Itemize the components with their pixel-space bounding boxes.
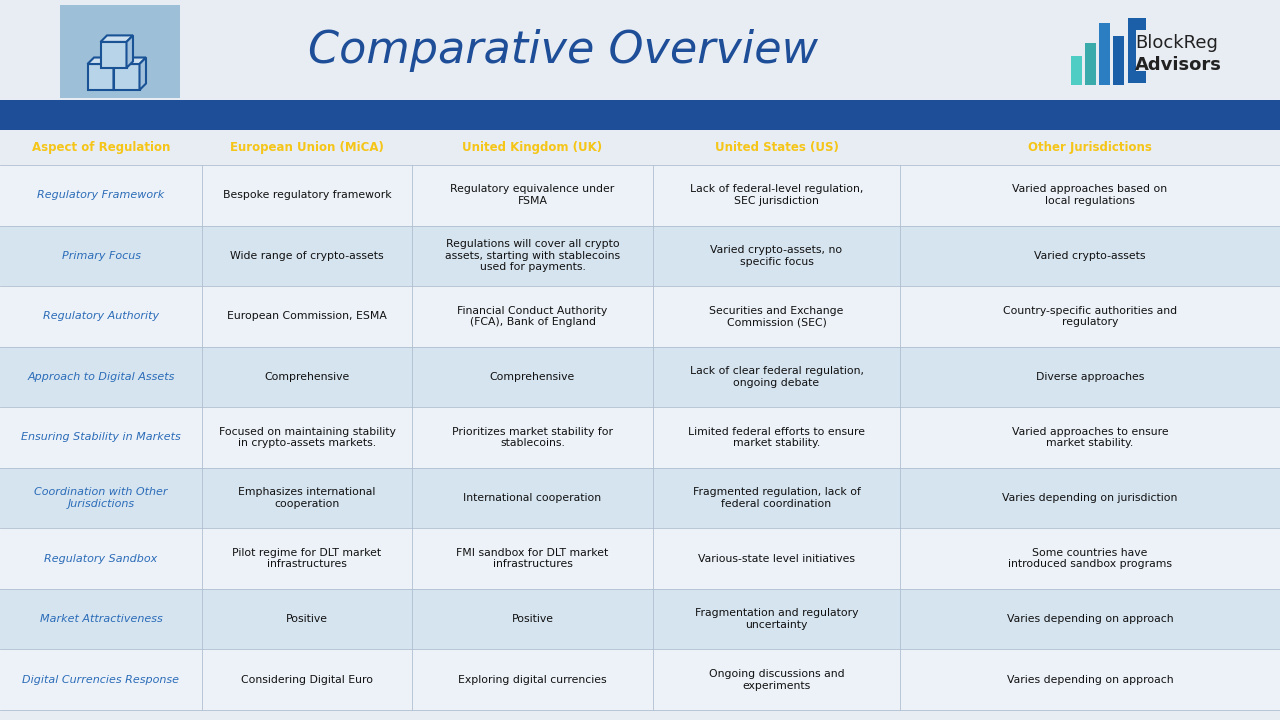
Bar — [1098, 23, 1110, 85]
Bar — [0, 100, 1280, 130]
Text: Regulatory Framework: Regulatory Framework — [37, 190, 165, 200]
Text: Aspect of Regulation: Aspect of Regulation — [32, 141, 170, 154]
Bar — [0, 589, 1280, 649]
Bar — [0, 346, 1280, 408]
Bar — [0, 649, 1280, 710]
Text: Lack of clear federal regulation,
ongoing debate: Lack of clear federal regulation, ongoin… — [690, 366, 864, 388]
Text: Fragmentation and regulatory
uncertainty: Fragmentation and regulatory uncertainty — [695, 608, 859, 630]
Text: Considering Digital Euro: Considering Digital Euro — [241, 675, 372, 685]
Text: Some countries have
introduced sandbox programs: Some countries have introduced sandbox p… — [1009, 548, 1172, 570]
Text: Other Jurisdictions: Other Jurisdictions — [1028, 141, 1152, 154]
Text: Coordination with Other
Jurisdictions: Coordination with Other Jurisdictions — [35, 487, 168, 509]
Bar — [0, 528, 1280, 589]
Text: Securities and Exchange
Commission (SEC): Securities and Exchange Commission (SEC) — [709, 305, 844, 327]
Polygon shape — [87, 58, 120, 64]
Bar — [1112, 36, 1124, 85]
Text: Pilot regime for DLT market
infrastructures: Pilot regime for DLT market infrastructu… — [233, 548, 381, 570]
Text: Advisors: Advisors — [1135, 55, 1222, 73]
Text: Regulatory equivalence under
FSMA: Regulatory equivalence under FSMA — [451, 184, 614, 206]
Text: Limited federal efforts to ensure
market stability.: Limited federal efforts to ensure market… — [689, 427, 865, 449]
Text: European Union (MiCA): European Union (MiCA) — [230, 141, 384, 154]
Text: Varies depending on approach: Varies depending on approach — [1006, 675, 1174, 685]
Polygon shape — [114, 58, 120, 90]
Text: Approach to Digital Assets: Approach to Digital Assets — [27, 372, 174, 382]
Text: Financial Conduct Authority
(FCA), Bank of England: Financial Conduct Authority (FCA), Bank … — [457, 305, 608, 327]
Bar — [0, 225, 1280, 286]
Text: Regulations will cover all crypto
assets, starting with stablecoins
used for pay: Regulations will cover all crypto assets… — [445, 239, 620, 272]
Text: Bespoke regulatory framework: Bespoke regulatory framework — [223, 190, 392, 200]
Bar — [1128, 71, 1146, 83]
Text: Wide range of crypto-assets: Wide range of crypto-assets — [230, 251, 384, 261]
Text: FMI sandbox for DLT market
infrastructures: FMI sandbox for DLT market infrastructur… — [457, 548, 608, 570]
Text: Exploring digital currencies: Exploring digital currencies — [458, 675, 607, 685]
Bar — [1070, 55, 1082, 85]
Text: Positive: Positive — [512, 614, 553, 624]
Text: Varied approaches to ensure
market stability.: Varied approaches to ensure market stabi… — [1011, 427, 1169, 449]
Polygon shape — [101, 42, 127, 68]
Bar — [0, 165, 1280, 225]
Text: Prioritizes market stability for
stablecoins.: Prioritizes market stability for stablec… — [452, 427, 613, 449]
Polygon shape — [127, 35, 133, 68]
Bar — [0, 408, 1280, 468]
Text: Varies depending on approach: Varies depending on approach — [1006, 614, 1174, 624]
Text: Comprehensive: Comprehensive — [265, 372, 349, 382]
Text: Lack of federal-level regulation,
SEC jurisdiction: Lack of federal-level regulation, SEC ju… — [690, 184, 863, 206]
Text: Emphasizes international
cooperation: Emphasizes international cooperation — [238, 487, 376, 509]
Polygon shape — [140, 58, 146, 90]
Polygon shape — [87, 64, 114, 90]
Bar — [1128, 17, 1146, 30]
Text: Positive: Positive — [285, 614, 328, 624]
Polygon shape — [101, 35, 133, 42]
Text: United Kingdom (UK): United Kingdom (UK) — [462, 141, 603, 154]
Text: Comprehensive: Comprehensive — [490, 372, 575, 382]
Text: Country-specific authorities and
regulatory: Country-specific authorities and regulat… — [1004, 305, 1178, 327]
Bar — [1128, 17, 1135, 83]
Bar — [60, 5, 180, 98]
Text: Comparative Overview: Comparative Overview — [308, 29, 818, 71]
Text: Regulatory Sandbox: Regulatory Sandbox — [45, 554, 157, 564]
Text: Fragmented regulation, lack of
federal coordination: Fragmented regulation, lack of federal c… — [692, 487, 860, 509]
Text: Regulatory Authority: Regulatory Authority — [44, 311, 159, 321]
Text: Market Attractiveness: Market Attractiveness — [40, 614, 163, 624]
Text: Various-state level initiatives: Various-state level initiatives — [698, 554, 855, 564]
Text: BlockReg: BlockReg — [1135, 34, 1217, 52]
Text: United States (US): United States (US) — [714, 141, 838, 154]
Text: Digital Currencies Response: Digital Currencies Response — [23, 675, 179, 685]
Text: Varied crypto-assets: Varied crypto-assets — [1034, 251, 1146, 261]
Bar — [0, 286, 1280, 346]
Text: Focused on maintaining stability
in crypto-assets markets.: Focused on maintaining stability in cryp… — [219, 427, 396, 449]
Text: Varies depending on jurisdiction: Varies depending on jurisdiction — [1002, 493, 1178, 503]
Text: International cooperation: International cooperation — [463, 493, 602, 503]
Bar — [1084, 42, 1096, 85]
Text: Varied approaches based on
local regulations: Varied approaches based on local regulat… — [1012, 184, 1167, 206]
Polygon shape — [114, 64, 140, 90]
Bar — [0, 468, 1280, 528]
Text: Varied crypto-assets, no
specific focus: Varied crypto-assets, no specific focus — [710, 245, 842, 266]
Polygon shape — [114, 58, 146, 64]
Text: European Commission, ESMA: European Commission, ESMA — [227, 311, 387, 321]
Text: Diverse approaches: Diverse approaches — [1036, 372, 1144, 382]
Text: Ensuring Stability in Markets: Ensuring Stability in Markets — [22, 433, 180, 443]
Text: Primary Focus: Primary Focus — [61, 251, 141, 261]
Text: Ongoing discussions and
experiments: Ongoing discussions and experiments — [709, 669, 845, 690]
